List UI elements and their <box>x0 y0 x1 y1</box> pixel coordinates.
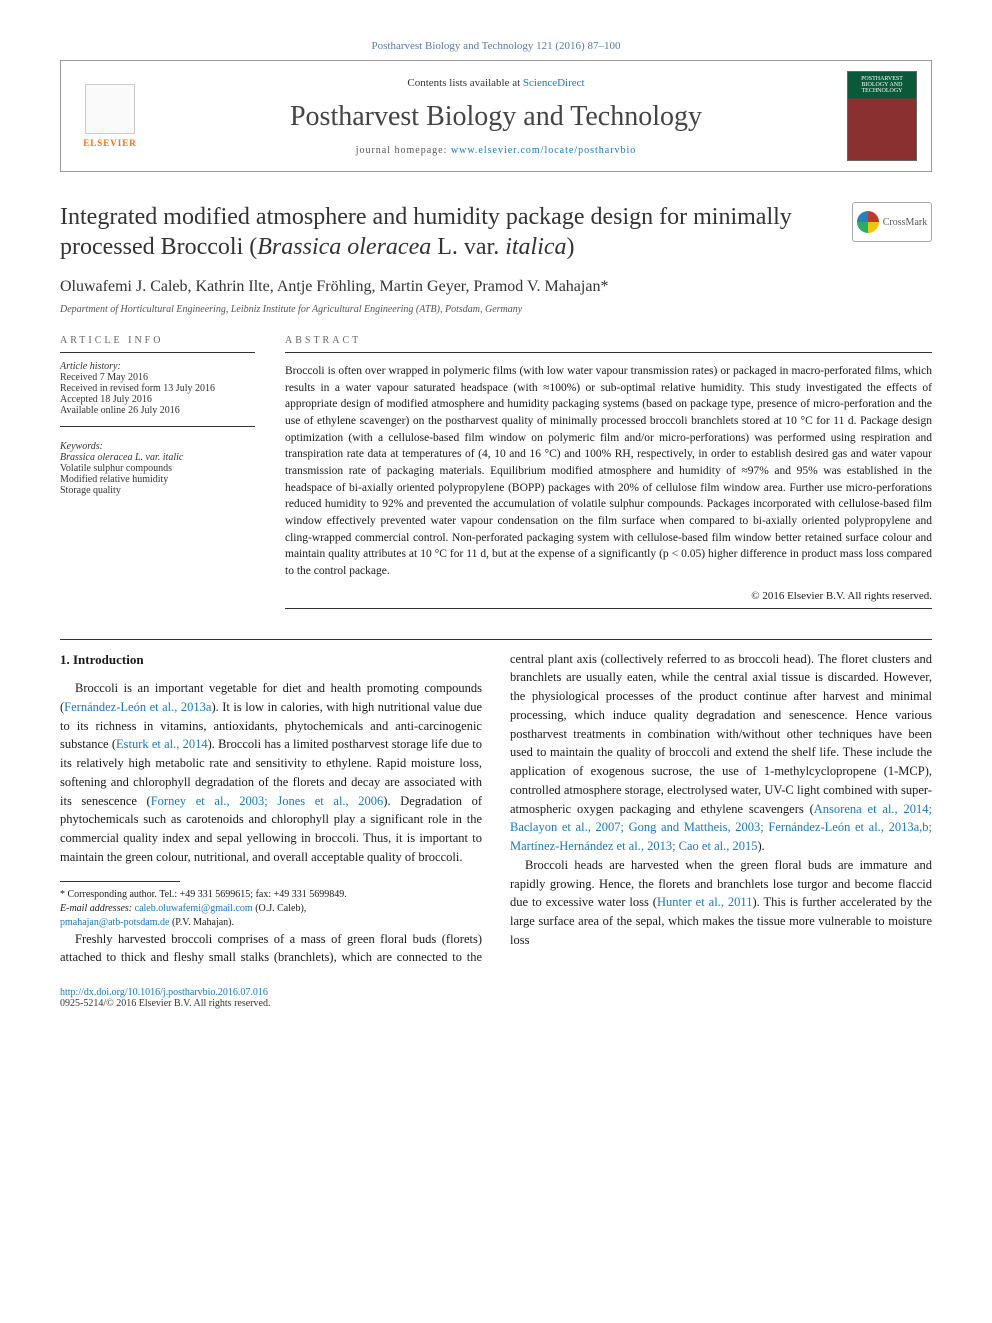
authors-line: Oluwafemi J. Caleb, Kathrin Ilte, Antje … <box>60 278 932 296</box>
info-rule-2 <box>60 426 255 427</box>
issn-copyright: 0925-5214/© 2016 Elsevier B.V. All right… <box>60 998 270 1009</box>
article-info-column: ARTICLE INFO Article history: Received 7… <box>60 335 255 615</box>
contents-prefix: Contents lists available at <box>407 77 522 89</box>
history-item: Available online 26 July 2016 <box>60 405 255 416</box>
corresponding-author-footnote: * Corresponding author. Tel.: +49 331 56… <box>60 888 482 930</box>
doi-link[interactable]: http://dx.doi.org/10.1016/j.postharvbio.… <box>60 987 268 998</box>
title-italic-1: Brassica oleracea <box>257 234 431 260</box>
elsevier-logo: ELSEVIER <box>75 71 145 161</box>
footnote-rule <box>60 881 180 882</box>
ref-hunter-2011[interactable]: Hunter et al., 2011 <box>657 895 753 909</box>
p2-text-b: ). <box>757 839 764 853</box>
footnote-emails: E-mail addresses: caleb.oluwafemi@gmail.… <box>60 902 482 930</box>
keywords-label: Keywords: <box>60 441 255 452</box>
article-title: Integrated modified atmosphere and humid… <box>60 202 836 262</box>
history-item: Received in revised form 13 July 2016 <box>60 383 255 394</box>
ref-fernandez-2013a[interactable]: Fernández-León et al., 2013a <box>64 700 211 714</box>
journal-header: ELSEVIER Contents lists available at Sci… <box>60 60 932 172</box>
homepage-prefix: journal homepage: <box>356 145 451 156</box>
journal-homepage-line: journal homepage: www.elsevier.com/locat… <box>145 145 847 156</box>
contents-available-line: Contents lists available at ScienceDirec… <box>145 77 847 89</box>
abstract-text: Broccoli is often over wrapped in polyme… <box>285 363 932 580</box>
journal-name: Postharvest Biology and Technology <box>145 101 847 133</box>
title-part-2: L. var. <box>431 234 505 260</box>
elsevier-tree-icon <box>85 84 135 134</box>
title-italic-2: italica <box>505 234 566 260</box>
page-footer: http://dx.doi.org/10.1016/j.postharvbio.… <box>60 987 932 1009</box>
crossmark-label: CrossMark <box>883 217 927 228</box>
body-top-rule <box>60 639 932 640</box>
abstract-rule-2 <box>285 608 932 609</box>
title-part-3: ) <box>567 234 575 260</box>
history-label: Article history: <box>60 361 255 372</box>
ref-forney-2003[interactable]: Forney et al., 2003; Jones et al., 2006 <box>151 794 384 808</box>
info-rule <box>60 352 255 353</box>
crossmark-icon <box>857 211 879 233</box>
abstract-column: ABSTRACT Broccoli is often over wrapped … <box>285 335 932 615</box>
history-item: Accepted 18 July 2016 <box>60 394 255 405</box>
email-mahajan[interactable]: pmahajan@atb-potsdam.de <box>60 917 169 928</box>
keyword: Modified relative humidity <box>60 474 255 485</box>
abstract-heading: ABSTRACT <box>285 335 932 346</box>
journal-cover-thumbnail: POSTHARVEST BIOLOGY AND TECHNOLOGY <box>847 71 917 161</box>
keyword: Storage quality <box>60 485 255 496</box>
intro-para-3: Broccoli heads are harvested when the gr… <box>510 856 932 950</box>
footnote-corr: * Corresponding author. Tel.: +49 331 56… <box>60 888 482 902</box>
body-columns: 1. Introduction Broccoli is an important… <box>60 650 932 968</box>
affiliation: Department of Horticultural Engineering,… <box>60 304 932 315</box>
email1-name: (O.J. Caleb), <box>253 903 307 914</box>
top-citation: Postharvest Biology and Technology 121 (… <box>60 40 932 52</box>
ref-esturk-2014[interactable]: Esturk et al., 2014 <box>116 737 208 751</box>
keyword: Brassica oleracea L. var. italic <box>60 452 255 463</box>
abstract-copyright: © 2016 Elsevier B.V. All rights reserved… <box>285 590 932 602</box>
abstract-rule <box>285 352 932 353</box>
journal-homepage-link[interactable]: www.elsevier.com/locate/postharvbio <box>451 145 636 156</box>
intro-heading: 1. Introduction <box>60 650 482 670</box>
sciencedirect-link[interactable]: ScienceDirect <box>523 77 585 89</box>
email-caleb[interactable]: caleb.oluwafemi@gmail.com <box>135 903 253 914</box>
keyword: Volatile sulphur compounds <box>60 463 255 474</box>
history-item: Received 7 May 2016 <box>60 372 255 383</box>
email2-name: (P.V. Mahajan). <box>169 917 234 928</box>
elsevier-wordmark: ELSEVIER <box>83 138 137 148</box>
crossmark-badge[interactable]: CrossMark <box>852 202 932 242</box>
intro-para-1: Broccoli is an important vegetable for d… <box>60 679 482 867</box>
article-info-heading: ARTICLE INFO <box>60 335 255 346</box>
emails-label: E-mail addresses: <box>60 903 135 914</box>
